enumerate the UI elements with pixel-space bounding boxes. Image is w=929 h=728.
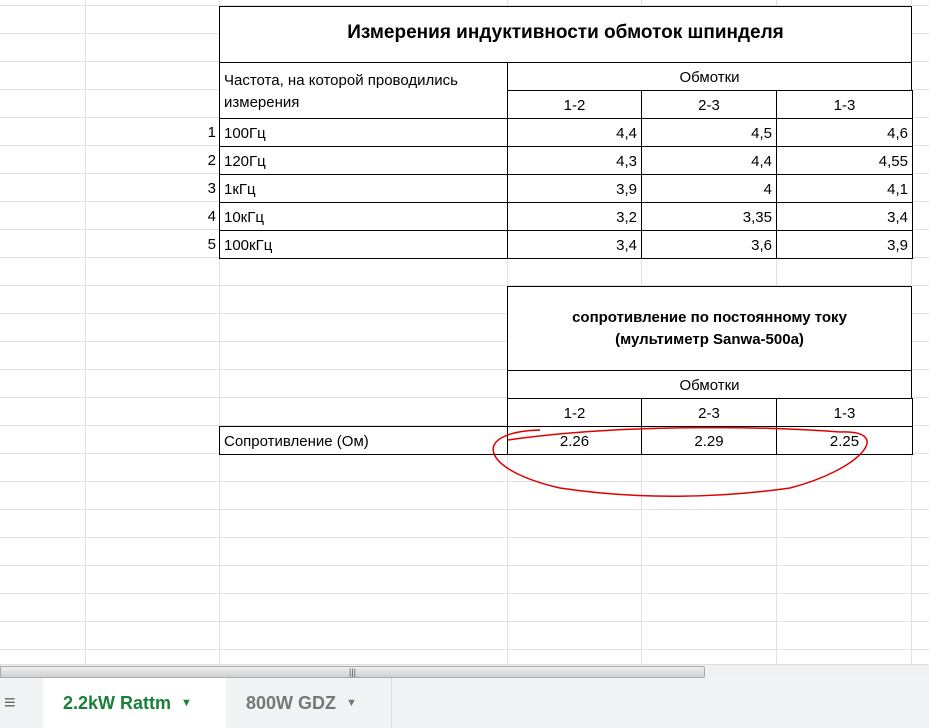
inductance-value[interactable]: 3,6 — [641, 230, 777, 259]
freq-header[interactable]: Частота, на которой проводились измерени… — [219, 62, 508, 119]
winding-col-header[interactable]: 2-3 — [641, 90, 777, 119]
row-number: 5 — [207, 236, 216, 253]
winding-col-header[interactable]: 1-2 — [507, 398, 642, 427]
windings-header-2[interactable]: Обмотки — [507, 370, 912, 399]
row-number: 3 — [207, 180, 216, 197]
windings-header[interactable]: Обмотки — [507, 62, 912, 91]
sheet-tab-label: 800W GDZ — [246, 692, 337, 713]
sheet-tabs-bar: ≡ 2.2kW Rattm ▼ 800W GDZ ▼ — [0, 678, 929, 728]
freq-cell[interactable]: 100Гц — [219, 118, 508, 147]
resistance-value[interactable]: 2.29 — [641, 426, 777, 455]
freq-cell[interactable]: 1кГц — [219, 174, 508, 203]
inductance-value[interactable]: 4,55 — [776, 146, 913, 175]
chevron-down-icon[interactable]: ▼ — [181, 697, 192, 709]
chevron-down-icon[interactable]: ▼ — [346, 697, 357, 709]
row-number: 2 — [207, 152, 216, 169]
inductance-value[interactable]: 3,9 — [776, 230, 913, 259]
resistance-label[interactable]: Сопротивление (Ом) — [219, 426, 508, 455]
sheet-tab-label: 2.2kW Rattm — [63, 692, 172, 713]
inductance-value[interactable]: 3,9 — [507, 174, 642, 203]
freq-cell[interactable]: 100кГц — [219, 230, 508, 259]
red-annotation-ellipse — [492, 426, 868, 497]
row-number: 4 — [207, 208, 216, 225]
horizontal-scrollbar[interactable]: ||| — [0, 664, 929, 679]
hamburger-icon[interactable]: ≡ — [4, 691, 16, 714]
col-line — [219, 0, 220, 664]
winding-col-header[interactable]: 1-3 — [776, 398, 913, 427]
inductance-value[interactable]: 4,5 — [641, 118, 777, 147]
table-title[interactable]: Измерения индуктивности обмоток шпинделя — [219, 6, 912, 63]
inductance-value[interactable]: 4,6 — [776, 118, 913, 147]
col-line — [85, 0, 86, 664]
scrollbar-thumb[interactable]: ||| — [0, 666, 705, 678]
resistance-value[interactable]: 2.25 — [776, 426, 913, 455]
row-number: 1 — [207, 124, 216, 141]
sheet-tab-active[interactable]: 2.2kW Rattm ▼ — [43, 678, 226, 728]
resistance-title[interactable]: сопротивление по постоянному току (мульт… — [507, 286, 912, 371]
sheet-tab[interactable]: 800W GDZ ▼ — [226, 678, 392, 728]
inductance-value[interactable]: 3,4 — [507, 230, 642, 259]
inductance-value[interactable]: 4,1 — [776, 174, 913, 203]
winding-col-header[interactable]: 1-2 — [507, 90, 642, 119]
